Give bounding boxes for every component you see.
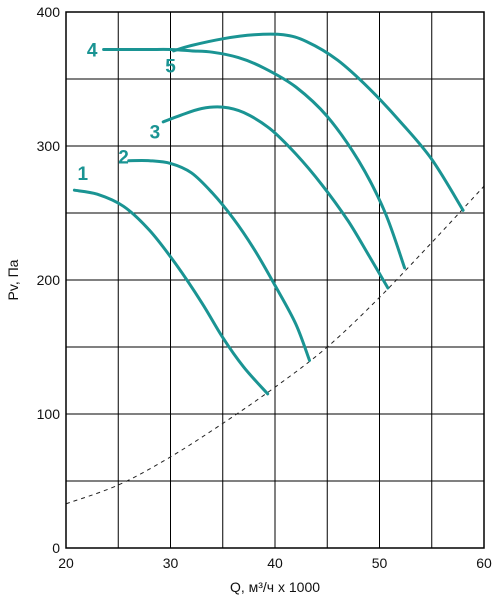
x-tick-60: 60 [476,555,492,571]
x-tick-40: 40 [267,555,283,571]
curve-label-1: 1 [77,164,88,185]
y-tick-200: 200 [37,272,61,288]
curve-5 [172,32,465,212]
y-tick-labels: 0 100 200 300 400 [37,4,61,556]
x-tick-labels: 20 30 40 50 60 [58,555,492,571]
y-tick-300: 300 [37,138,61,154]
y-tick-400: 400 [37,4,61,20]
curve-1 [72,188,270,396]
curve-2 [127,159,311,362]
grid-lines [66,12,484,548]
x-tick-20: 20 [58,555,74,571]
curve-label-4: 4 [87,41,98,62]
plot-frame [65,11,485,549]
y-tick-0: 0 [52,540,60,556]
x-tick-50: 50 [372,555,388,571]
y-axis-title: Pv, Па [5,259,21,300]
performance-curves [72,32,465,396]
curve-3 [161,105,390,290]
curve-label-5: 5 [165,57,176,78]
y-tick-100: 100 [37,406,61,422]
curve-label-2: 2 [118,148,129,169]
curve-label-3: 3 [150,122,161,143]
x-tick-30: 30 [163,555,179,571]
curve-4 [102,47,407,270]
x-axis-title: Q, м³/ч х 1000 [230,579,320,595]
